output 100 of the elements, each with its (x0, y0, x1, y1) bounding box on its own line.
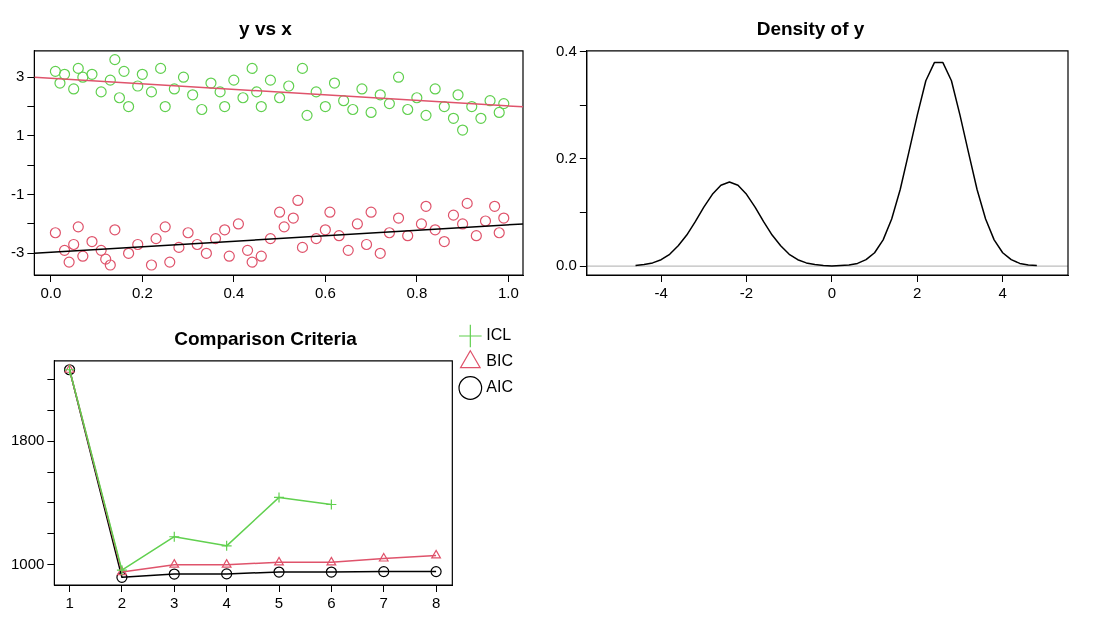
point (209, 233, 222, 245)
point (104, 259, 116, 271)
point (264, 74, 277, 86)
point (365, 106, 377, 119)
point (328, 77, 341, 89)
x-tick-label: 6 (327, 594, 336, 612)
point (251, 86, 263, 98)
point (392, 212, 405, 224)
point (338, 95, 350, 107)
point (164, 256, 176, 268)
y-tick-label: 1 (15, 126, 25, 144)
point (360, 238, 373, 251)
point (470, 230, 482, 242)
point (109, 224, 121, 236)
point (383, 227, 395, 239)
point (429, 224, 441, 236)
point (296, 241, 309, 254)
point (205, 77, 217, 89)
point (86, 68, 98, 80)
point (392, 71, 405, 83)
point (296, 62, 309, 75)
point (223, 250, 235, 262)
point (475, 112, 487, 124)
point (49, 227, 61, 239)
point (351, 218, 363, 230)
point (72, 221, 84, 233)
chart-title: y vs x (239, 17, 293, 39)
x-tick-label: 7 (379, 594, 388, 612)
point (326, 556, 337, 566)
point (273, 92, 286, 104)
point (214, 86, 226, 98)
point (479, 215, 492, 227)
point (246, 62, 258, 75)
point (429, 83, 441, 95)
point (365, 206, 377, 218)
point (182, 227, 194, 239)
point (228, 74, 240, 86)
point (342, 244, 354, 256)
point (237, 92, 249, 104)
point (145, 86, 158, 98)
point (493, 227, 505, 239)
point (356, 83, 368, 95)
point (325, 566, 337, 578)
point (292, 194, 304, 207)
point (187, 89, 199, 101)
point (155, 62, 167, 75)
point (63, 256, 75, 268)
point (466, 100, 478, 113)
point (77, 250, 89, 262)
point (347, 103, 359, 116)
point (310, 86, 322, 98)
point (274, 556, 284, 566)
point (378, 552, 389, 562)
legend-label: BIC (486, 352, 513, 370)
point (136, 68, 148, 80)
point (168, 83, 180, 95)
x-tick-label: 0.0 (40, 284, 62, 302)
point (77, 71, 89, 83)
point (264, 233, 277, 245)
point (430, 565, 442, 578)
point (200, 247, 212, 259)
point (132, 80, 144, 92)
point (273, 206, 286, 218)
x-tick-label: -4 (654, 284, 668, 302)
x-tick-label: 0.8 (406, 284, 428, 302)
point (447, 209, 460, 221)
point (86, 235, 98, 248)
point (219, 224, 231, 236)
x-tick-label: 2 (117, 594, 127, 612)
x-tick-label: 8 (431, 594, 441, 612)
point (452, 89, 464, 101)
y-tick-label: 1800 (10, 431, 45, 449)
y-tick-label: 1000 (10, 554, 45, 572)
point (58, 68, 71, 80)
point (95, 244, 107, 256)
point (159, 100, 171, 113)
point (374, 247, 386, 259)
point (95, 86, 107, 98)
y-tick-label: -3 (10, 243, 25, 261)
point (273, 566, 285, 578)
point (333, 230, 345, 242)
point (168, 568, 180, 580)
point (283, 80, 295, 92)
point (196, 103, 208, 116)
x-tick-label: 4 (998, 284, 1007, 302)
legend-label: AIC (486, 378, 513, 396)
point (498, 212, 510, 224)
point (122, 247, 135, 259)
point (173, 241, 185, 254)
x-tick-label: 5 (274, 594, 284, 612)
point (72, 62, 84, 75)
point (191, 238, 203, 251)
point (255, 250, 267, 262)
point (221, 559, 232, 568)
point (255, 100, 267, 113)
x-tick-label: 0 (827, 284, 837, 302)
point (150, 233, 162, 245)
x-tick-label: -2 (739, 284, 754, 302)
x-tick-label: 2 (913, 284, 922, 302)
point (319, 100, 331, 113)
